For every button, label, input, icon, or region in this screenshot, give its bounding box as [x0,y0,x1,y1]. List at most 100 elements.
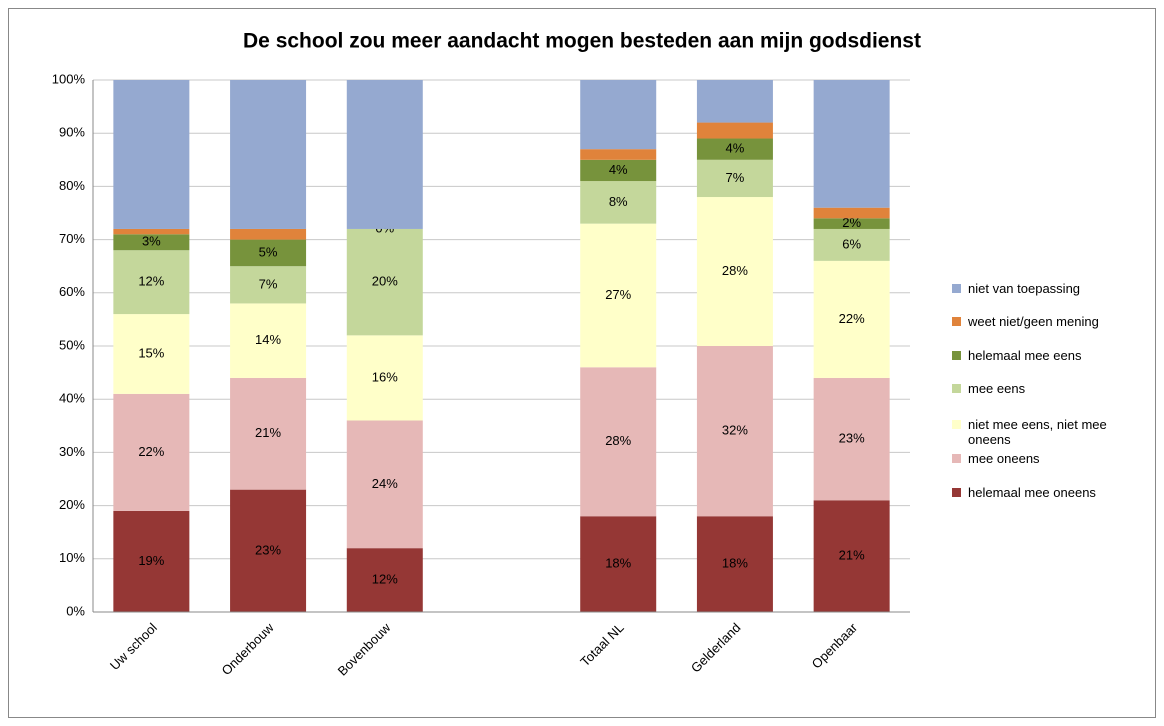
legend-swatch [952,351,961,360]
data-label: 21% [255,425,281,440]
bar-segment [230,303,307,378]
bar-segment [813,228,890,261]
legend-swatch [952,317,961,326]
data-label: 18% [605,556,631,571]
data-label: 15% [138,345,164,360]
bar-segment [346,420,423,549]
data-label: 23% [839,431,865,446]
bar-segment [696,159,773,198]
data-label: 28% [722,263,748,278]
bar-segment [346,548,423,612]
bar-segment [813,377,890,501]
bar-segment [813,260,890,378]
bar-segment [696,138,773,160]
bar-segment [346,335,423,421]
bar-segment [580,181,657,224]
bar-segment [113,234,190,251]
data-label: 6% [842,236,861,251]
bar-segment [580,367,657,517]
legend-label: niet mee eens, niet mee oneens [968,417,1107,447]
legend-swatch [952,420,961,429]
bar-segment [113,510,190,612]
data-label: 12% [372,572,398,587]
data-label: 14% [255,332,281,347]
y-tick-label: 100% [52,71,86,86]
bar-segment [696,346,773,517]
data-label: 12% [138,274,164,289]
legend-swatch [952,284,961,293]
data-label: 4% [609,162,628,177]
y-tick-label: 20% [59,497,85,512]
data-label: 3% [142,234,161,249]
data-label: 7% [259,276,278,291]
legend-swatch [952,488,961,497]
bar-segment [696,197,773,346]
bar-segment [696,516,773,612]
data-label: 22% [839,311,865,326]
bar-segment [230,228,307,240]
bar-segment [580,516,657,612]
data-label: 27% [605,287,631,302]
legend-entry: niet van toepassing [952,281,1152,296]
bar-segment [580,80,657,150]
legend-entry: weet niet/geen mening [952,314,1152,329]
data-label: 24% [372,476,398,491]
bar-segment [230,239,307,267]
data-label: 2% [842,215,861,230]
y-tick-label: 10% [59,550,85,565]
legend-label: mee oneens [968,451,1040,466]
bar-segment [813,207,890,219]
bar-segment [230,266,307,304]
bar-segment [580,149,657,160]
bar-segment [346,228,423,336]
data-label: 32% [722,423,748,438]
legend-label: helemaal mee eens [968,348,1082,363]
bar-segment [696,122,773,139]
bar-segment [113,250,190,315]
data-label: 5% [259,244,278,259]
data-label: 18% [722,556,748,571]
chart-title: De school zou meer aandacht mogen bested… [243,30,921,53]
bar-segment [580,223,657,368]
legend-entry: mee oneens [952,451,1152,466]
bar-segment [113,314,190,394]
y-tick-label: 60% [59,284,85,299]
bar-segment [346,80,423,229]
bar-segment [813,500,890,612]
legend-label: helemaal mee oneens [968,485,1096,500]
legend-label: weet niet/geen mening [968,314,1099,329]
legend-entry: helemaal mee oneens [952,485,1152,500]
bar-segment [113,393,190,511]
bar-segment [113,228,190,235]
y-tick-label: 80% [59,178,85,193]
bar-segment [580,159,657,182]
legend-label: niet van toepassing [968,281,1081,296]
legend-swatch [952,454,961,463]
data-label: 7% [726,170,745,185]
bar-segment [230,80,307,229]
data-label: 21% [839,548,865,563]
legend-entry: helemaal mee eens [952,348,1152,363]
bar-segment [696,80,773,123]
data-label: 23% [255,542,281,557]
y-tick-label: 90% [59,125,85,140]
data-label: 20% [372,274,398,289]
y-tick-label: 30% [59,444,85,459]
data-label: 16% [372,369,398,384]
data-label: 22% [138,444,164,459]
data-label: 19% [138,553,164,568]
data-label: 8% [609,194,628,209]
data-label: 28% [605,433,631,448]
legend-entry: mee eens [952,381,1152,396]
y-tick-label: 0% [66,603,85,618]
bar-segment [113,80,190,229]
legend-label: mee eens [968,381,1026,396]
bar-segment [813,80,890,208]
y-tick-label: 70% [59,231,85,246]
y-tick-label: 50% [59,337,85,352]
y-tick-label: 40% [59,391,85,406]
bar-segment [230,377,307,490]
data-label: 4% [726,141,745,156]
